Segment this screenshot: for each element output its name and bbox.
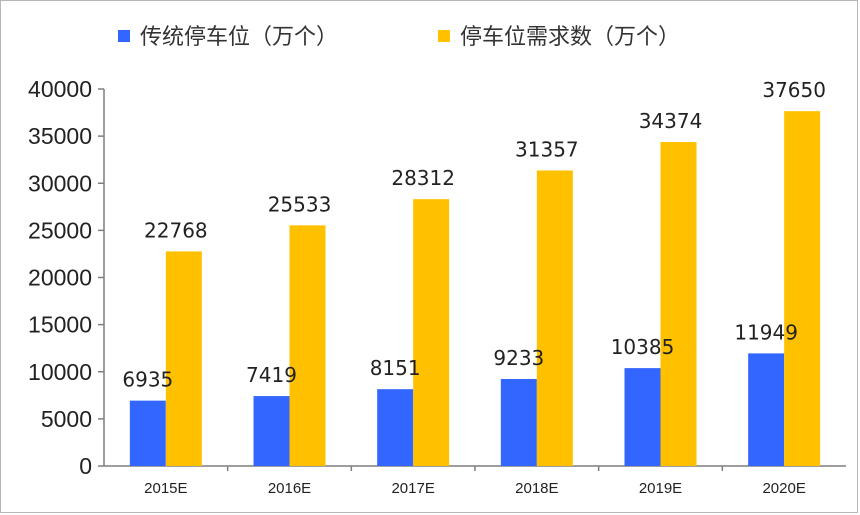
y-tick-label: 5000 [41, 406, 92, 432]
y-tick-label: 15000 [28, 312, 92, 338]
bar-traditional-parking [624, 368, 661, 466]
y-tick-label: 25000 [28, 217, 92, 243]
data-labels: 6935 22768 7419 25533 8151 28312 9233 31357 1038… [122, 78, 826, 391]
y-tick-label: 10000 [28, 359, 92, 385]
y-tick-label: 35000 [28, 123, 92, 149]
data-label: 10385 [611, 335, 675, 359]
data-label: 34374 [639, 109, 703, 133]
y-tick-label: 20000 [28, 265, 92, 291]
data-label: 9233 [493, 346, 544, 370]
bar-parking-demand [289, 225, 326, 466]
x-tick-label: 2018E [515, 480, 558, 497]
data-label: 31357 [515, 137, 579, 161]
x-axis-ticks: 2015E 2016E 2017E 2018E 2019E 2020E [144, 466, 806, 497]
y-tick-label: 0 [79, 453, 92, 479]
bars [129, 111, 821, 467]
legend-label: 传统停车位（万个） [140, 25, 338, 50]
bar-traditional-parking [129, 400, 166, 466]
data-label: 22768 [144, 218, 208, 242]
legend-swatch [438, 30, 450, 42]
x-tick-label: 2019E [639, 480, 682, 497]
y-tick-label: 30000 [28, 170, 92, 196]
legend-label: 停车位需求数（万个） [460, 25, 680, 50]
bar-parking-demand [413, 199, 450, 466]
bar-parking-demand [536, 170, 573, 467]
bar-traditional-parking [253, 396, 290, 466]
y-axis-ticks: 0 5000 10000 15000 20000 25000 30000 35000 40000 [28, 76, 104, 479]
x-tick-label: 2016E [268, 480, 311, 497]
x-tick-label: 2015E [144, 480, 187, 497]
data-label: 7419 [246, 363, 297, 387]
data-label: 28312 [391, 166, 455, 190]
data-label: 6935 [122, 368, 173, 392]
bar-traditional-parking [377, 389, 414, 466]
legend-swatch [118, 30, 130, 42]
data-label: 11949 [734, 320, 798, 344]
x-tick-label: 2017E [391, 480, 434, 497]
bar-parking-demand [660, 142, 697, 466]
legend: 传统停车位（万个） 停车位需求数（万个） [118, 25, 680, 50]
data-label: 37650 [762, 78, 826, 102]
bar-parking-demand [165, 251, 202, 466]
bar-parking-demand [784, 111, 821, 467]
y-tick-label: 40000 [28, 76, 92, 102]
data-label: 25533 [268, 192, 332, 216]
data-label: 8151 [370, 356, 421, 380]
bar-traditional-parking [748, 353, 785, 466]
x-tick-label: 2020E [762, 480, 805, 497]
bar-traditional-parking [500, 378, 537, 466]
